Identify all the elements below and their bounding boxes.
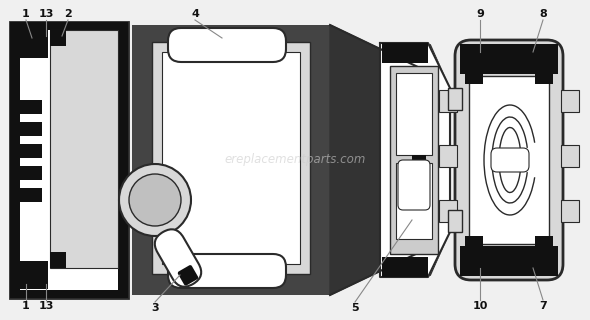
Bar — [382, 43, 428, 63]
FancyBboxPatch shape — [168, 254, 286, 288]
Text: 13: 13 — [38, 9, 54, 19]
Ellipse shape — [119, 164, 191, 236]
Bar — [10, 22, 128, 298]
Bar — [20, 144, 42, 158]
Bar — [412, 155, 426, 165]
Bar — [460, 246, 558, 276]
Bar — [448, 88, 462, 110]
Bar — [465, 74, 483, 84]
Text: 2: 2 — [64, 9, 72, 19]
FancyBboxPatch shape — [491, 148, 529, 172]
Text: 7: 7 — [539, 301, 547, 311]
Bar — [465, 236, 483, 246]
Bar — [50, 252, 66, 268]
Bar — [439, 90, 457, 112]
Polygon shape — [380, 43, 450, 277]
Bar — [10, 22, 128, 30]
Bar — [561, 145, 579, 167]
Polygon shape — [330, 25, 430, 295]
Text: 1: 1 — [22, 301, 30, 311]
Text: 5: 5 — [351, 303, 359, 313]
Bar — [561, 200, 579, 222]
Bar — [439, 145, 457, 167]
Bar — [20, 261, 48, 289]
Bar — [20, 100, 42, 114]
Text: 9: 9 — [476, 9, 484, 19]
Bar — [439, 200, 457, 222]
Bar — [460, 44, 558, 74]
Bar — [382, 257, 428, 277]
Bar — [152, 42, 310, 274]
Bar — [396, 163, 432, 239]
Bar — [535, 236, 553, 246]
Text: ereplacementparts.com: ereplacementparts.com — [224, 154, 366, 166]
FancyBboxPatch shape — [398, 160, 430, 210]
Text: 4: 4 — [191, 9, 199, 19]
Bar — [50, 30, 118, 268]
Bar — [10, 290, 128, 298]
Bar — [132, 25, 330, 295]
Bar — [561, 90, 579, 112]
Bar — [390, 66, 438, 254]
FancyBboxPatch shape — [178, 265, 198, 286]
Bar — [396, 73, 432, 155]
Bar — [469, 76, 549, 244]
Text: 10: 10 — [473, 301, 488, 311]
Bar — [20, 188, 42, 202]
Text: 1: 1 — [22, 9, 30, 19]
Bar — [50, 30, 66, 46]
Bar — [10, 22, 20, 298]
Text: 3: 3 — [151, 303, 159, 313]
Bar — [118, 22, 128, 298]
Bar — [535, 74, 553, 84]
FancyBboxPatch shape — [155, 229, 201, 287]
Polygon shape — [382, 45, 450, 275]
Bar — [20, 122, 42, 136]
Bar — [448, 210, 462, 232]
Ellipse shape — [129, 174, 181, 226]
FancyBboxPatch shape — [455, 40, 563, 280]
Bar — [20, 30, 48, 58]
Bar — [20, 166, 42, 180]
FancyBboxPatch shape — [168, 28, 286, 62]
Text: 13: 13 — [38, 301, 54, 311]
Bar — [162, 52, 300, 264]
Text: 8: 8 — [539, 9, 547, 19]
